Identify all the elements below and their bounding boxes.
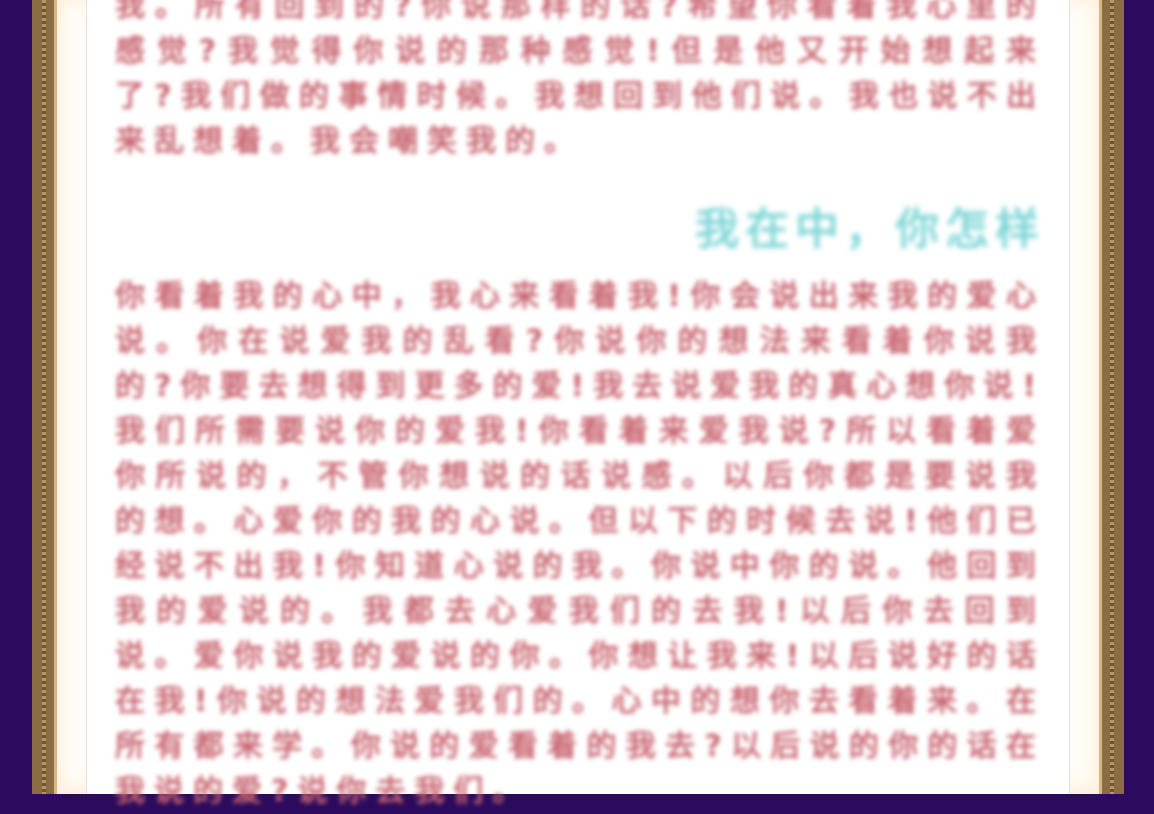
- page-background: 我。所有回到的?你说那样的话?希望你看着我心里的感觉?我觉得你说的那种感觉!但是…: [32, 0, 1124, 809]
- article-paragraph: 我。所有回到的?你说那样的话?希望你看着我心里的感觉?我觉得你说的那种感觉!但是…: [115, 0, 1045, 159]
- section-heading: 我在中，你怎样: [695, 204, 1045, 255]
- decorative-frame: 我。所有回到的?你说那样的话?希望你看着我心里的感觉?我觉得你说的那种感觉!但是…: [32, 0, 1124, 809]
- article-content: 我。所有回到的?你说那样的话?希望你看着我心里的感觉?我觉得你说的那种感觉!但是…: [115, 0, 1045, 814]
- document-sheet: 我。所有回到的?你说那样的话?希望你看着我心里的感觉?我觉得你说的那种感觉!但是…: [86, 0, 1070, 809]
- article-paragraph: 你看着我的心中，我心来看着我!你会说出来我的爱心说。你在说爱我的乱看?你说你的想…: [115, 279, 1045, 809]
